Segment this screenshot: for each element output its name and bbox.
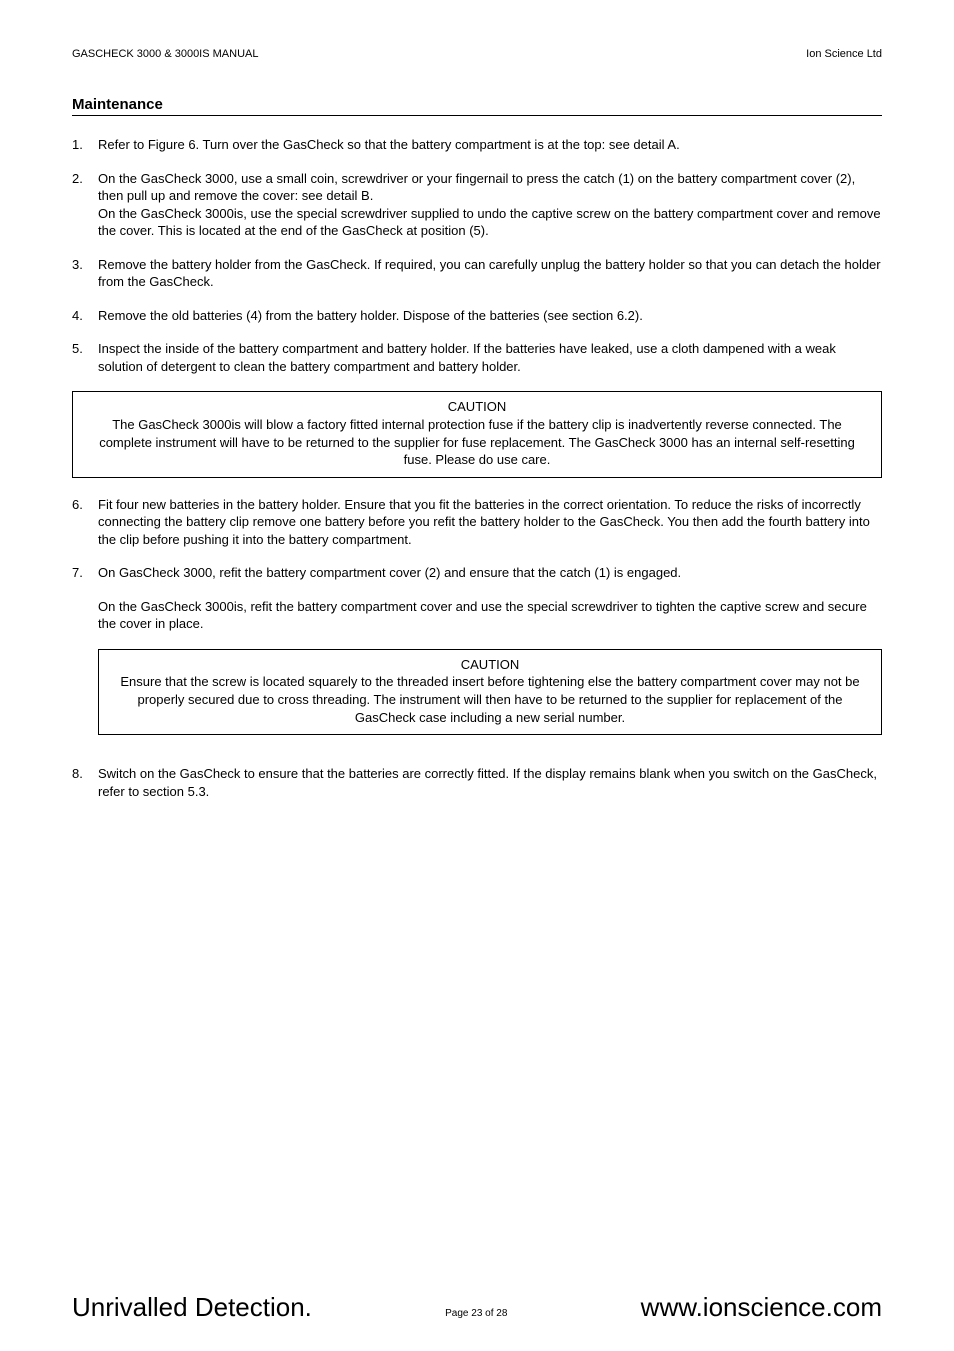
- continuation-paragraph: On the GasCheck 3000is, refit the batter…: [72, 598, 882, 633]
- list-item: Remove the old batteries (4) from the ba…: [72, 307, 882, 325]
- list-item: On GasCheck 3000, refit the battery comp…: [72, 564, 882, 582]
- caution-body: The GasCheck 3000is will blow a factory …: [87, 416, 867, 469]
- procedure-list-2: Fit four new batteries in the battery ho…: [72, 496, 882, 582]
- footer-left: Unrivalled Detection.: [72, 1292, 312, 1323]
- list-item: Refer to Figure 6. Turn over the GasChec…: [72, 136, 882, 154]
- procedure-list-1: Refer to Figure 6. Turn over the GasChec…: [72, 136, 882, 375]
- caution-title: CAUTION: [113, 656, 867, 674]
- procedure-list-3: Switch on the GasCheck to ensure that th…: [72, 765, 882, 800]
- caution-title: CAUTION: [87, 398, 867, 416]
- page-footer: Unrivalled Detection. Page 23 of 28 www.…: [72, 1292, 882, 1323]
- header-right: Ion Science Ltd: [806, 48, 882, 60]
- list-item: Switch on the GasCheck to ensure that th…: [72, 765, 882, 800]
- footer-right: www.ionscience.com: [641, 1292, 882, 1323]
- list-item: Fit four new batteries in the battery ho…: [72, 496, 882, 549]
- caution-box-1: CAUTION The GasCheck 3000is will blow a …: [72, 391, 882, 477]
- header-left: GASCHECK 3000 & 3000IS MANUAL: [72, 48, 258, 60]
- list-item: Inspect the inside of the battery compar…: [72, 340, 882, 375]
- list-item: On the GasCheck 3000, use a small coin, …: [72, 170, 882, 240]
- list-item: Remove the battery holder from the GasCh…: [72, 256, 882, 291]
- caution-body: Ensure that the screw is located squarel…: [113, 673, 867, 726]
- section-title: Maintenance: [72, 96, 882, 116]
- page-header: GASCHECK 3000 & 3000IS MANUAL Ion Scienc…: [72, 48, 882, 60]
- caution-box-2: CAUTION Ensure that the screw is located…: [98, 649, 882, 735]
- footer-center: Page 23 of 28: [445, 1308, 507, 1323]
